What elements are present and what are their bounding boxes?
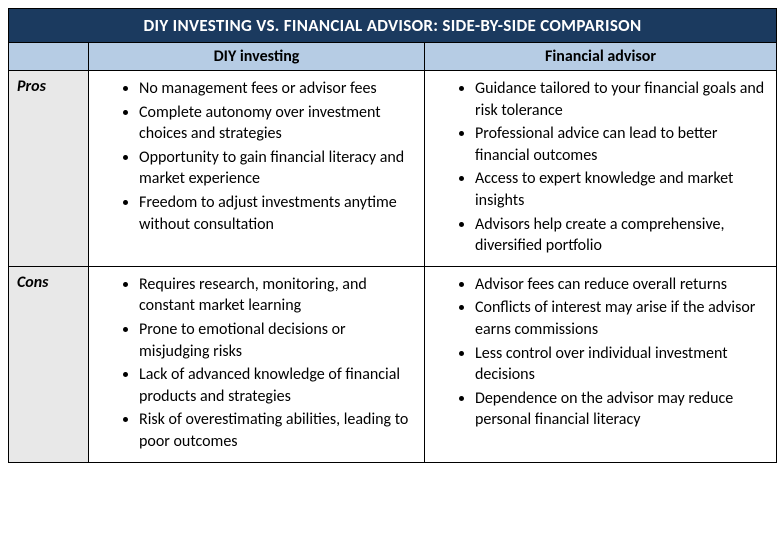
list-item: Professional advice can lead to better f… [475,122,766,167]
list-item: Advisor fees can reduce overall returns [475,273,766,297]
diy-list: No management fees or advisor feesComple… [99,77,414,236]
list-item: Complete autonomy over investment choice… [139,101,414,146]
title-row: DIY INVESTING VS. FINANCIAL ADVISOR: SID… [9,9,777,43]
list-item: Opportunity to gain financial literacy a… [139,146,414,191]
list-item: Conflicts of interest may arise if the a… [475,296,766,341]
diy-list: Requires research, monitoring, and const… [99,273,414,454]
list-item: Lack of advanced knowledge of financial … [139,363,414,408]
list-item: Guidance tailored to your financial goal… [475,77,766,122]
list-item: Access to expert knowledge and market in… [475,167,766,212]
list-item: Requires research, monitoring, and const… [139,273,414,318]
row-label: Pros [9,71,89,267]
table-title: DIY INVESTING VS. FINANCIAL ADVISOR: SID… [9,9,777,43]
list-item: Dependence on the advisor may reduce per… [475,387,766,432]
table-row: Cons Requires research, monitoring, and c… [9,266,777,462]
row-label: Cons [9,266,89,462]
header-diy: DIY investing [89,43,425,71]
comparison-table: DIY INVESTING VS. FINANCIAL ADVISOR: SID… [8,8,777,463]
list-item: Prone to emotional decisions or misjudgi… [139,318,414,363]
diy-cell: Requires research, monitoring, and const… [89,266,425,462]
list-item: Less control over individual investment … [475,342,766,387]
fa-list: Guidance tailored to your financial goal… [435,77,766,258]
header-row: DIY investing Financial advisor [9,43,777,71]
header-blank [9,43,89,71]
fa-list: Advisor fees can reduce overall returnsC… [435,273,766,432]
diy-cell: No management fees or advisor feesComple… [89,71,425,267]
fa-cell: Advisor fees can reduce overall returnsC… [425,266,777,462]
list-item: Freedom to adjust investments anytime wi… [139,191,414,236]
fa-cell: Guidance tailored to your financial goal… [425,71,777,267]
list-item: Advisors help create a comprehensive, di… [475,213,766,258]
list-item: No management fees or advisor fees [139,77,414,101]
list-item: Risk of overestimating abilities, leadin… [139,408,414,453]
header-fa: Financial advisor [425,43,777,71]
table-row: ProsNo management fees or advisor feesCo… [9,71,777,267]
